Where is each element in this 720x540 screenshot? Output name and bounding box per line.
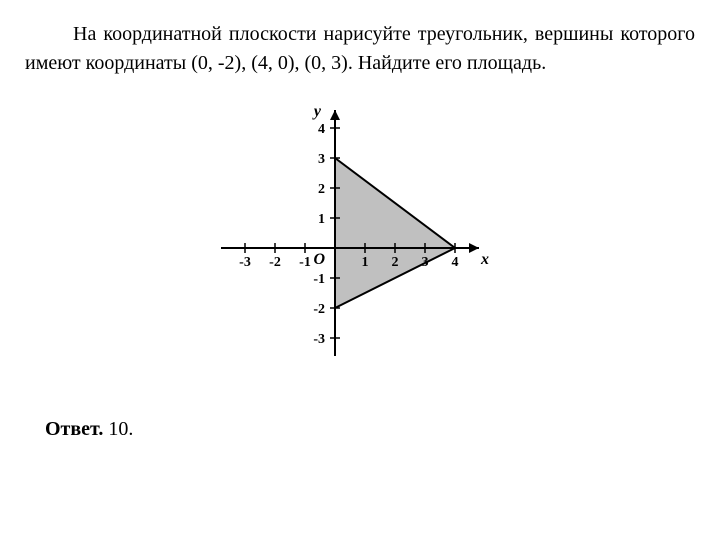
- svg-text:-1: -1: [299, 255, 311, 270]
- svg-text:-1: -1: [313, 272, 325, 287]
- svg-text:1: 1: [362, 255, 369, 270]
- problem-text-content: На координатной плоскости нарисуйте треу…: [25, 23, 695, 74]
- svg-text:2: 2: [392, 255, 399, 270]
- svg-text:3: 3: [422, 255, 429, 270]
- svg-text:-2: -2: [313, 302, 325, 317]
- svg-text:O: O: [313, 251, 325, 268]
- coordinate-chart: -3 -2 -1 1 2 3 4 -3 -2 -1 1 2 3 4 Ox y: [25, 103, 695, 388]
- answer-line: Ответ. 10.: [45, 418, 695, 441]
- answer-label: Ответ.: [45, 418, 103, 440]
- svg-text:x: x: [480, 251, 489, 268]
- svg-text:4: 4: [318, 122, 325, 137]
- svg-text:-3: -3: [313, 332, 325, 347]
- svg-text:y: y: [312, 103, 322, 120]
- svg-text:-2: -2: [269, 255, 281, 270]
- svg-text:1: 1: [318, 212, 325, 227]
- svg-text:-3: -3: [239, 255, 251, 270]
- svg-text:4: 4: [452, 255, 459, 270]
- svg-text:2: 2: [318, 182, 325, 197]
- answer-value: 10.: [108, 418, 133, 440]
- svg-text:3: 3: [318, 152, 325, 167]
- problem-text: На координатной плоскости нарисуйте треу…: [25, 20, 695, 78]
